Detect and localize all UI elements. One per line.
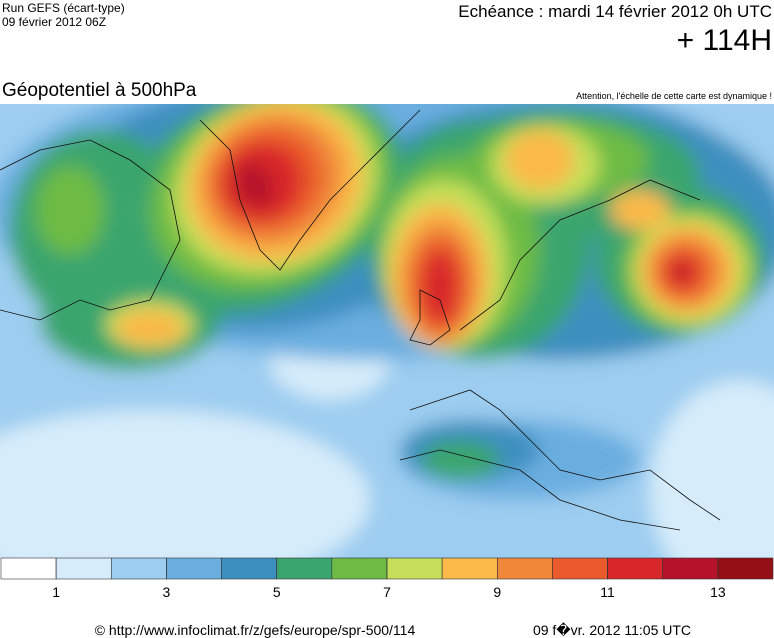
legend-swatch [331,557,388,580]
map-title: Géopotentiel à 500hPa [2,80,197,101]
legend-swatch [717,557,774,580]
coastline [409,389,721,521]
field-contour [35,165,105,255]
legend-swatch [552,557,608,580]
legend-swatch [110,557,167,580]
legend-tick-label: 7 [383,584,391,600]
legend-swatch [607,557,664,580]
legend-tick-label: 3 [163,584,171,600]
coastline [399,449,681,531]
legend-swatch [55,557,112,580]
legend-swatch [496,557,553,580]
field-contour [420,440,500,480]
legend-swatch [221,557,278,580]
run-date: 09 février 2012 06Z [2,15,106,29]
map [0,104,774,558]
legend-tick-label: 5 [273,584,281,600]
legend-swatch [386,557,443,580]
timestamp: 09 f�vr. 2012 11:05 UTC [533,622,691,638]
legend-swatch [441,557,498,580]
legend-tick-label: 1 [52,584,60,600]
coastlines [0,109,721,531]
lead-time: + 114H [677,24,772,57]
field-contour [505,130,575,190]
legend-tick-label: 13 [710,584,726,600]
legend: 1 3 5 7 9 11 13 [0,557,774,600]
field-contour [422,251,458,323]
coastline [459,179,701,331]
run-label: Run GEFS (écart-type) [2,1,125,15]
source-url: © http://www.infoclimat.fr/z/gefs/europe… [95,622,416,638]
field-contour [650,380,774,558]
coastline [409,289,451,346]
map-field [0,104,774,558]
legend-tick-label: 9 [493,584,501,600]
legend-swatch [0,557,57,580]
legend-tick-label: 11 [600,584,615,600]
field-contour [115,310,185,346]
field-contour [0,410,370,558]
legend-swatch [276,557,333,580]
field-contour [675,265,689,279]
forecast-time: Echéance : mardi 14 février 2012 0h UTC [458,2,772,21]
legend-swatch [166,557,222,580]
coastline [199,109,421,271]
coastline [0,139,181,321]
field-contour [610,190,670,230]
map-notice: Attention, l'échelle de cette carte est … [576,91,772,101]
field-contour [235,161,275,209]
legend-swatch [662,557,719,580]
